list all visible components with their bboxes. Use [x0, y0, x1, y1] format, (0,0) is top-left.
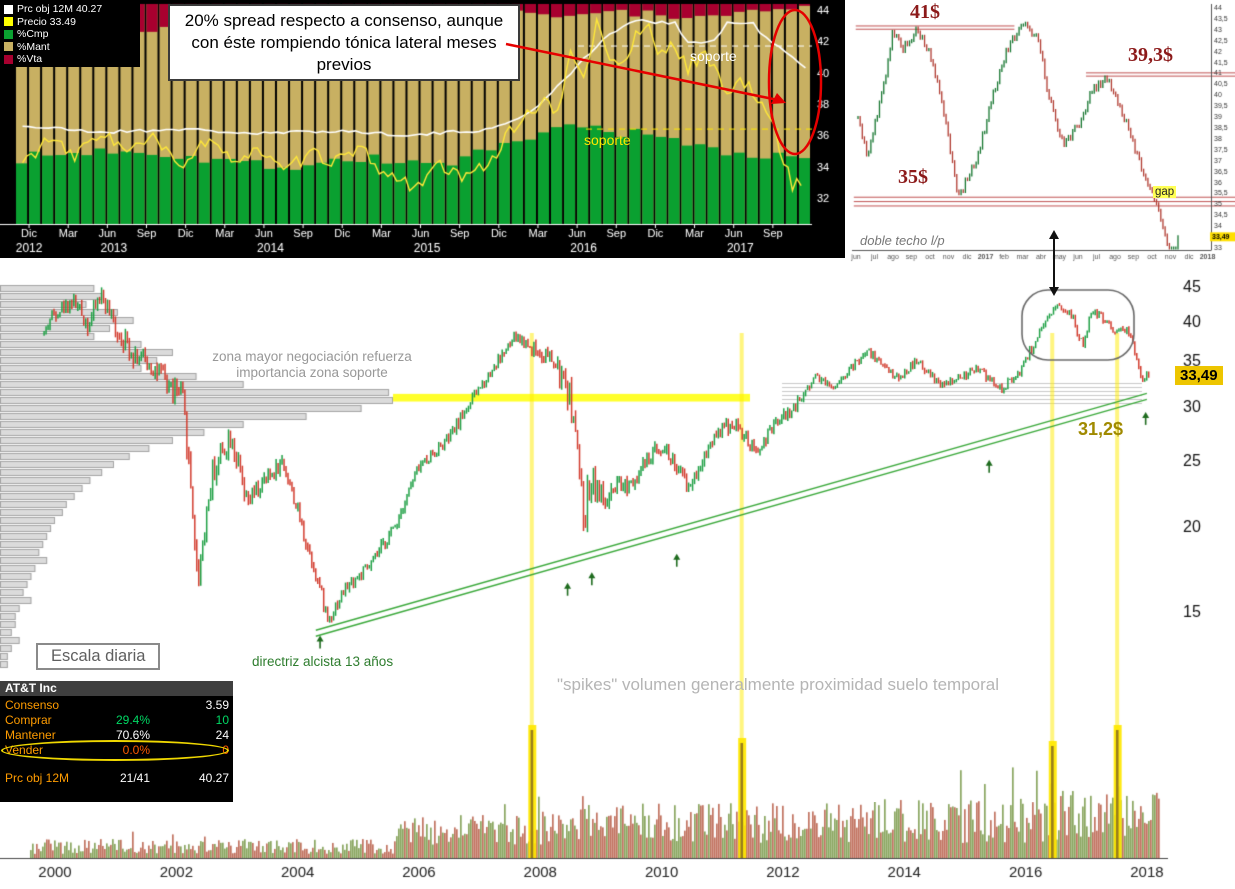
target-value: 40.27	[198, 771, 229, 785]
consensus-history-panel: Prc obj 12M 40.27 Precio 33.49 %Cmp %Man…	[0, 0, 845, 258]
soporte-label-yellow: soporte	[584, 132, 631, 148]
legend-item: %Mant	[2, 41, 140, 54]
row-pct: 29.4%	[115, 713, 150, 727]
resistance-41-label: 41$	[910, 1, 940, 23]
gap-label: gap	[1153, 186, 1177, 198]
legend-label: Prc obj 12M 40.27	[17, 3, 103, 16]
legend-swatch	[4, 29, 13, 39]
spread-annotation: 20% spread respecto a consenso, aunque c…	[168, 4, 520, 82]
volume-zone-note-line2: importancia zona soporte	[236, 364, 388, 380]
row-label: Prc obj 12M	[5, 771, 70, 785]
volume-spikes-note: "spikes" volumen generalmente proximidad…	[557, 675, 1000, 694]
row-value: 24	[215, 728, 229, 742]
legend-label: %Mant	[17, 40, 50, 53]
recent-price-chart	[848, 0, 1235, 265]
support-35-label: 35$	[898, 166, 928, 188]
scale-label-box: Escala diaria	[36, 643, 161, 670]
legend-swatch	[4, 4, 13, 14]
legend-label: Precio 33.49	[17, 15, 76, 28]
hold-row: Mantener 70.6% 24	[0, 728, 229, 743]
buy-row: Comprar 29.4% 10	[0, 713, 229, 728]
ticker-name: AT&T Inc	[0, 681, 233, 696]
row-value: 3.59	[205, 698, 229, 712]
price-target-row: Prc obj 12M 21/41 40.27	[0, 771, 229, 786]
legend-item: Prc obj 12M 40.27	[2, 3, 140, 16]
row-value: 10	[215, 713, 229, 727]
legend-swatch	[4, 42, 13, 52]
legend-swatch	[4, 54, 13, 64]
double-top-note: doble techo l/p	[860, 233, 945, 248]
trendline-label: directriz alcista 13 años	[252, 654, 394, 669]
broker-consensus-panel: AT&T Inc Consenso 3.59 Comprar 29.4% 10 …	[0, 681, 233, 802]
soporte-label-white: soporte	[690, 48, 737, 64]
legend-item: %Cmp	[2, 28, 140, 41]
legend-swatch	[4, 17, 13, 27]
row-pct	[88, 698, 150, 713]
last-price-tag: 33,49	[1175, 366, 1223, 385]
volume-zone-note-line1: zona mayor negociación refuerza	[212, 349, 412, 364]
target-range: 21/41	[119, 771, 150, 785]
resistance-393-label: 39,3$	[1128, 44, 1173, 66]
legend-label: %Cmp	[17, 28, 49, 41]
row-pct: 70.6%	[115, 728, 150, 742]
legend-item: %Vta	[2, 53, 140, 66]
consensus-row: Consenso 3.59	[0, 698, 229, 713]
row-label: Mantener	[5, 728, 56, 742]
volume-zone-note: zona mayor negociación refuerza importan…	[192, 349, 432, 381]
legend-item: Precio 33.49	[2, 16, 140, 29]
chart-legend: Prc obj 12M 40.27 Precio 33.49 %Cmp %Man…	[2, 2, 140, 67]
legend-label: %Vta	[17, 53, 43, 66]
row-label: Consenso	[5, 698, 60, 712]
row-label: Comprar	[5, 713, 52, 727]
trendline-price-label: 31,2$	[1078, 419, 1124, 439]
vender-highlight-ellipse	[1, 740, 229, 761]
recent-price-panel: 41$ 39,3$ 35$ gap doble techo l/p	[848, 0, 1235, 265]
